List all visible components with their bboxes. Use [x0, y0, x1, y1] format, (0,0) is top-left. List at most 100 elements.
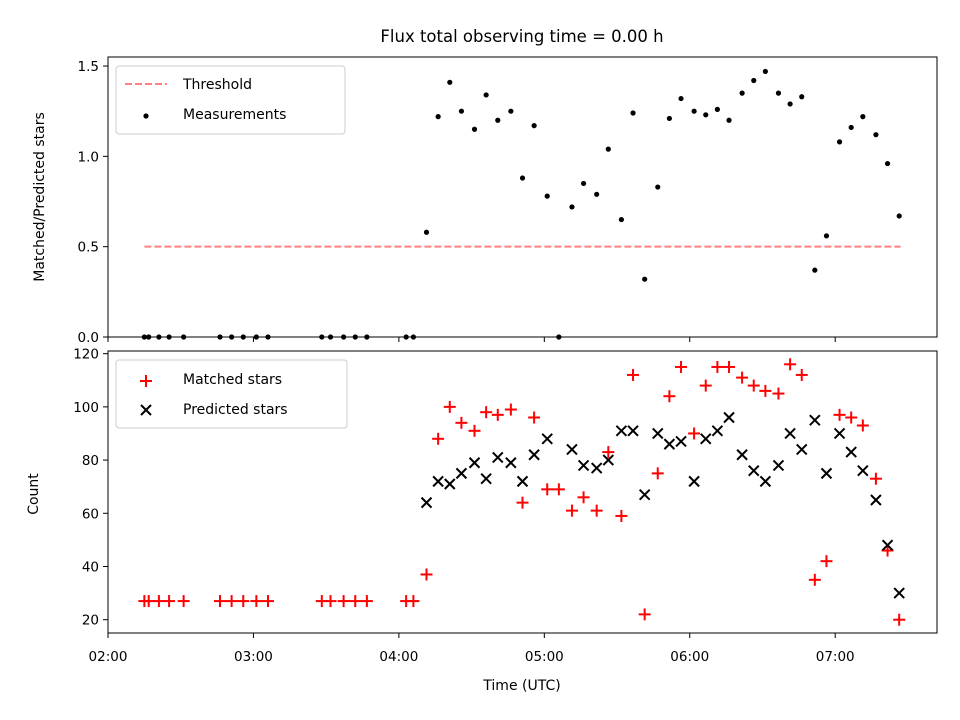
matched-star-marker: [845, 411, 858, 424]
legend-measurements-label: Measurements: [183, 107, 286, 123]
matched-star-marker: [516, 496, 529, 509]
measurement-point: [739, 90, 745, 96]
matched-star-marker: [528, 411, 541, 424]
predicted-star-marker: [566, 443, 578, 456]
measurement-point: [642, 276, 648, 282]
legend-predicted-swatch: [140, 404, 152, 416]
measurement-point: [508, 108, 514, 114]
measurement-point: [655, 184, 661, 190]
predicted-star-marker: [663, 438, 676, 450]
matched-star-marker: [163, 595, 176, 608]
matched-star-marker: [152, 595, 165, 608]
matched-star-marker: [177, 595, 190, 608]
measurement-point: [447, 79, 453, 85]
predicted-star-marker: [736, 449, 748, 461]
bottom-y-tick-label: 40: [82, 559, 99, 575]
matched-star-marker: [213, 595, 226, 608]
bottom-x-tick-label: 07:00: [816, 649, 855, 665]
top-panel: Flux total observing time = 0.00 h 0.00.…: [32, 27, 938, 346]
matched-star-marker: [856, 419, 869, 432]
matched-star-marker: [759, 384, 772, 397]
measurement-point: [860, 114, 866, 120]
measurement-point: [458, 108, 465, 114]
predicted-star-marker: [602, 454, 615, 466]
matched-stars-series: [138, 358, 906, 626]
legend-matched-swatch: [140, 375, 152, 387]
matched-star-marker: [772, 387, 785, 400]
bottom-legend: Matched stars Predicted stars: [115, 359, 348, 429]
measurement-point: [751, 77, 757, 84]
predicted-stars-series: [420, 411, 905, 599]
predicted-star-marker: [444, 478, 456, 490]
bottom-x-tick-label: 05:00: [525, 649, 564, 665]
predicted-star-marker: [420, 496, 433, 509]
matched-star-marker: [407, 595, 420, 608]
x-axis-label: Time (UTC): [482, 678, 560, 694]
bottom-y-tick-label: 120: [73, 347, 99, 363]
measurement-point: [823, 233, 830, 239]
predicted-star-marker: [528, 449, 540, 461]
predicted-star-marker: [480, 472, 492, 485]
predicted-star-marker: [455, 467, 468, 480]
measurement-point: [848, 124, 854, 131]
bottom-x-tick-label: 06:00: [670, 649, 709, 665]
measurement-point: [471, 126, 478, 132]
matched-star-marker: [627, 368, 640, 381]
predicted-star-marker: [675, 435, 687, 448]
measurement-point: [618, 216, 625, 223]
predicted-star-marker: [833, 427, 846, 440]
matched-star-marker: [784, 358, 797, 371]
top-y-tick-label: 1.5: [78, 59, 99, 75]
measurement-point: [594, 191, 600, 197]
predicted-star-marker: [759, 475, 772, 488]
predicted-star-marker: [723, 411, 735, 424]
top-y-tick-label: 0.5: [78, 240, 99, 256]
top-plot-frame: [107, 56, 938, 338]
predicted-star-marker: [590, 462, 603, 474]
measurement-point: [714, 106, 720, 112]
measurement-point: [726, 117, 732, 123]
predicted-star-marker: [688, 475, 700, 488]
matched-star-marker: [869, 472, 882, 485]
measurement-point: [605, 146, 611, 152]
bottom-y-axis: 20 40 60 80 100 120: [73, 347, 108, 629]
predicted-star-marker: [468, 457, 481, 469]
matched-star-marker: [577, 491, 590, 504]
legend-predicted-label: Predicted stars: [183, 402, 288, 418]
measurement-point: [666, 115, 672, 122]
measurement-point: [544, 193, 550, 199]
bottom-y-tick-label: 60: [82, 506, 99, 522]
matched-star-marker: [736, 371, 749, 384]
predicted-star-marker: [700, 433, 712, 445]
matched-star-marker: [455, 416, 468, 429]
top-y-tick-label: 0.0: [78, 330, 99, 346]
measurement-point: [703, 112, 709, 118]
predicted-star-marker: [492, 451, 504, 464]
bottom-x-tick-label: 02:00: [89, 649, 128, 665]
measurement-point: [495, 117, 501, 123]
matched-star-marker: [337, 595, 350, 608]
matched-star-marker: [261, 595, 274, 608]
bottom-x-tick-label: 03:00: [234, 649, 273, 665]
predicted-star-marker: [516, 475, 529, 488]
matched-star-marker: [552, 483, 565, 496]
matched-star-marker: [480, 406, 493, 419]
matched-star-marker: [565, 504, 578, 517]
legend-threshold-label: Threshold: [182, 77, 252, 93]
matched-star-marker: [651, 467, 664, 480]
measurement-point: [630, 110, 636, 116]
predicted-star-marker: [784, 427, 796, 440]
matched-star-marker: [893, 613, 906, 626]
matched-star-marker: [237, 595, 250, 608]
bottom-x-tick-label: 04:00: [379, 649, 418, 665]
matched-star-marker: [349, 595, 362, 608]
measurement-point: [896, 213, 902, 219]
matched-star-marker: [602, 446, 615, 459]
measurement-point: [812, 267, 818, 273]
measurement-point: [691, 108, 697, 114]
matched-star-marker: [795, 368, 808, 381]
measurement-point: [775, 90, 782, 96]
measurement-point: [519, 175, 526, 181]
matched-star-marker: [360, 595, 373, 608]
